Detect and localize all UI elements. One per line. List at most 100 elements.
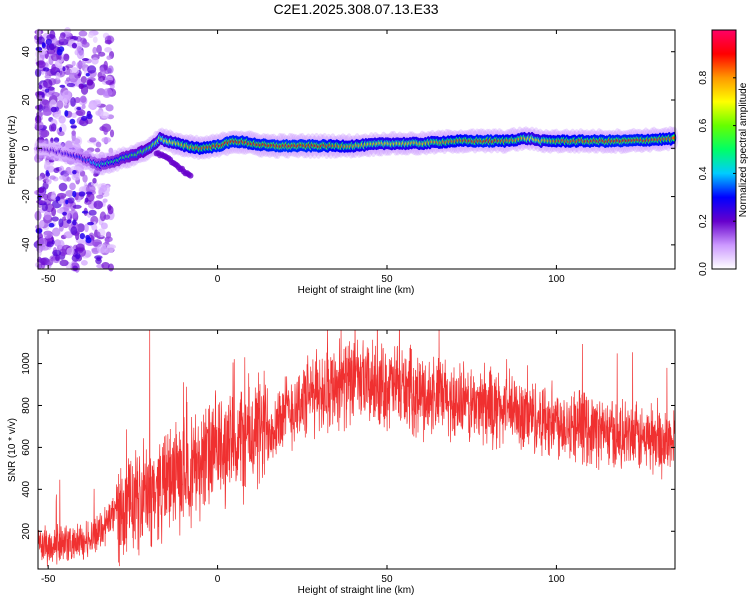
noise-speckle: [71, 112, 77, 118]
noise-speckle: [75, 110, 84, 116]
snr-y-ticks: 200 400 600 800 1000: [21, 352, 675, 540]
noise-speckle: [94, 147, 101, 153]
noise-speckle: [93, 172, 99, 177]
noise-speckle: [51, 207, 57, 217]
y-tick-label: 200: [21, 522, 32, 539]
y-tick-label: 800: [21, 397, 32, 414]
noise-speckle: [48, 159, 55, 163]
noise-speckle: [51, 37, 58, 46]
noise-speckle: [72, 219, 77, 226]
noise-speckle: [66, 176, 71, 182]
noise-speckle: [79, 232, 86, 240]
noise-speckle: [96, 44, 102, 54]
noise-speckle: [88, 209, 97, 216]
noise-speckle: [45, 170, 49, 175]
noise-speckle: [81, 41, 90, 48]
frequency-ridge: [35, 131, 677, 172]
colorbar-label: Normalized spectral amplitude: [738, 82, 749, 217]
noise-speckle: [70, 125, 77, 129]
noise-speckle: [104, 47, 112, 53]
x-tick-label: 50: [381, 274, 393, 285]
noise-speckle: [35, 46, 43, 52]
noise-speckle: [76, 61, 84, 69]
noise-speckle: [96, 256, 102, 262]
noise-speckle: [43, 210, 52, 221]
noise-speckle: [41, 92, 45, 98]
noise-speckle: [85, 73, 90, 77]
noise-speckle: [59, 126, 63, 132]
noise-speckle: [51, 239, 55, 245]
noise-speckle: [106, 244, 115, 253]
noise-speckle: [58, 218, 64, 228]
noise-speckle: [80, 260, 88, 266]
noise-speckle: [41, 203, 48, 212]
noise-speckle: [65, 190, 75, 197]
noise-speckle: [91, 57, 99, 65]
noise-speckle: [70, 97, 76, 107]
noise-speckle: [72, 204, 82, 209]
noise-speckle: [50, 106, 57, 113]
noise-speckle: [99, 69, 107, 75]
noise-speckle: [76, 106, 82, 111]
noise-speckle: [42, 78, 53, 89]
spectrogram-x-label: Height of straight line (km): [298, 285, 415, 296]
noise-speckle: [72, 169, 77, 175]
noise-speckle: [82, 58, 89, 62]
noise-speckle: [107, 204, 112, 211]
noise-speckle: [95, 231, 101, 239]
noise-speckle: [57, 131, 65, 137]
noise-speckle: [62, 216, 67, 221]
colorbar-tick-label: 0.2: [698, 214, 709, 228]
noise-speckle: [58, 182, 68, 192]
noise-speckle: [37, 49, 48, 55]
noise-speckle: [51, 63, 56, 72]
noise-speckle: [85, 191, 93, 195]
x-tick-label: -50: [41, 574, 56, 585]
noise-speckle: [81, 115, 88, 121]
noise-speckle: [75, 253, 81, 260]
noise-speckle: [41, 42, 46, 49]
noise-speckle: [58, 35, 65, 42]
noise-speckle: [92, 100, 102, 107]
noise-speckle: [68, 72, 79, 83]
colorbar-tick-label: 0.0: [698, 262, 709, 276]
x-tick-label: 0: [215, 274, 221, 285]
noise-speckle: [51, 216, 59, 222]
colorbar: 0.0 0.2 0.4 0.6 0.8 Normalized spectral ampl…: [698, 29, 749, 276]
y-tick-label: -20: [21, 189, 32, 204]
noise-speckle: [62, 66, 66, 72]
noise-speckle: [50, 53, 60, 62]
noise-speckle: [95, 141, 102, 148]
noise-speckle: [36, 60, 46, 69]
noise-speckle: [81, 210, 89, 214]
spectrogram-panel: -50 0 50 100 -40 -20 0 20 40 Height of straight…: [7, 27, 679, 296]
ridge-branch-cell: [187, 172, 194, 179]
figure-title: C2E1.2025.308.07.13.E33: [273, 1, 438, 17]
y-tick-label: 600: [21, 439, 32, 456]
noise-speckle: [37, 237, 48, 248]
colorbar-tick-label: 0.8: [698, 70, 709, 84]
noise-speckle: [78, 83, 84, 90]
noise-speckle: [43, 230, 53, 239]
noise-speckle: [70, 226, 78, 236]
noise-speckle: [87, 65, 97, 74]
noise-speckle: [76, 49, 85, 60]
noise-speckle: [84, 197, 89, 203]
spectrogram-y-ticks: -40 -20 0 20 40: [21, 46, 675, 252]
noise-speckle: [36, 176, 43, 181]
snr-series-line: [38, 330, 675, 567]
noise-speckle: [88, 32, 94, 39]
colorbar-ticks: 0.0 0.2 0.4 0.6 0.8: [698, 70, 736, 276]
noise-speckle: [104, 237, 110, 244]
noise-speckle: [105, 231, 112, 239]
noise-speckle: [44, 88, 50, 93]
noise-speckle: [86, 110, 92, 118]
noise-speckle: [44, 71, 50, 77]
noise-speckle: [50, 137, 54, 144]
snr-panel: -50 0 50 100 200 400 600 800 1000 Height of str…: [7, 329, 676, 596]
noise-speckle: [72, 190, 77, 198]
y-tick-label: 40: [21, 46, 32, 58]
spectrogram-y-label: Frequency (Hz): [7, 116, 18, 185]
noise-speckle: [80, 76, 87, 84]
